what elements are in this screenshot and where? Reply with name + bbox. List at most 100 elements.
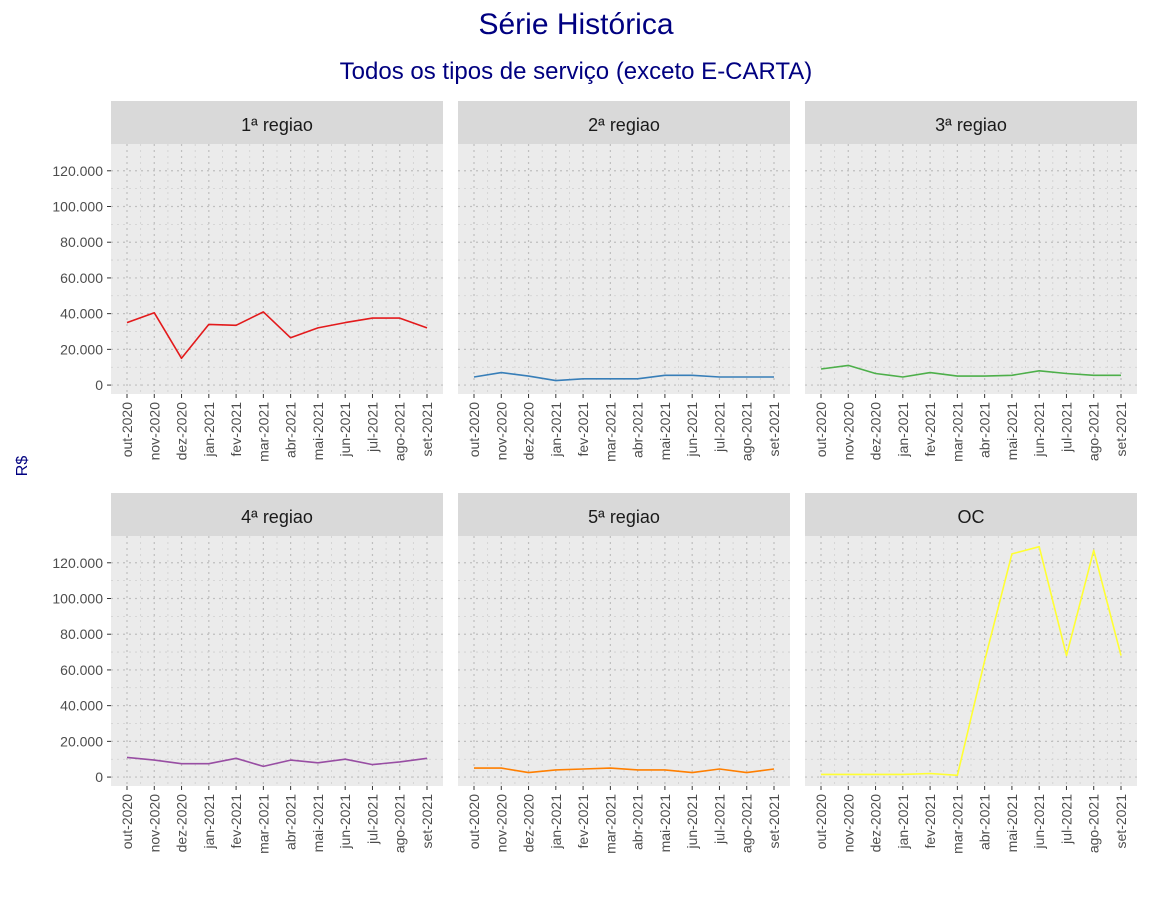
- x-tick-label: mar-2021: [255, 402, 271, 462]
- panel-strip-label: 4ª regiao: [241, 507, 313, 527]
- x-tick-label: dez-2020: [174, 402, 190, 461]
- panel-background: [458, 536, 790, 786]
- panel-5-regiao: 5ª regiao out-2020 nov-2020 dez-2020 jan-202…: [458, 493, 790, 854]
- x-tick-label: jun-2021: [337, 794, 353, 850]
- x-tick-label: ago-2021: [392, 794, 408, 853]
- x-tick-label: jan-2021: [548, 794, 564, 850]
- x-tick-label: jan-2021: [548, 402, 564, 458]
- panel-strip: [111, 101, 443, 144]
- x-tick-label: abr-2021: [977, 794, 993, 850]
- x-tick-label: fev-2021: [228, 794, 244, 849]
- x-tick-label: set-2021: [766, 402, 782, 457]
- panel-strip: [458, 101, 790, 144]
- x-tick-label: jan-2021: [895, 794, 911, 850]
- x-tick-label: mar-2021: [949, 794, 965, 854]
- y-tick-label: 120.000: [52, 555, 103, 571]
- y-tick-label: 60.000: [60, 662, 103, 678]
- y-tick-label: 0: [95, 377, 103, 393]
- y-tick-label: 100.000: [52, 199, 103, 215]
- x-tick-label: jan-2021: [201, 794, 217, 850]
- panel-strip-label: 5ª regiao: [588, 507, 660, 527]
- x-tick-label: mar-2021: [255, 794, 271, 854]
- y-tick-label: 40.000: [60, 306, 103, 322]
- series-line-1-regiao: [126, 311, 428, 360]
- x-tick-label: ago-2021: [1086, 402, 1102, 461]
- x-tick-label: mai-2021: [1004, 794, 1020, 853]
- y-tick-label: 120.000: [52, 163, 103, 179]
- x-tick-label: jul-2021: [711, 402, 727, 453]
- x-tick-label: jan-2021: [895, 402, 911, 458]
- series-line-5-regiao: [474, 767, 775, 774]
- series-line-oc: [821, 545, 1122, 777]
- series-line-2-regiao: [473, 371, 774, 382]
- x-tick-label: ago-2021: [392, 402, 408, 461]
- y-tick-label: 40.000: [60, 698, 103, 714]
- y-tick-label: 20.000: [60, 733, 103, 749]
- x-tick-label: jun-2021: [684, 794, 700, 850]
- x-tick-label: abr-2021: [630, 402, 646, 458]
- x-tick-label: fev-2021: [922, 402, 938, 457]
- x-tick-label: fev-2021: [228, 402, 244, 457]
- x-tick-label: out-2020: [813, 794, 829, 849]
- x-tick-label: dez-2020: [868, 794, 884, 853]
- x-tick-label: dez-2020: [521, 402, 537, 461]
- x-tick-label: jul-2021: [364, 794, 380, 845]
- x-tick-label: out-2020: [466, 402, 482, 457]
- panel-strip: [805, 493, 1137, 536]
- panel-oc: OC out-2020 nov-2020 dez-2020 jan-2021 fev-20…: [805, 493, 1137, 854]
- x-tick-label: set-2021: [419, 402, 435, 457]
- x-tick-label: fev-2021: [575, 402, 591, 457]
- x-tick-label: dez-2020: [174, 794, 190, 853]
- panel-1-regiao: 1ª regiao 0 20.000 40.000 60.000 80.000 100.00…: [52, 101, 443, 462]
- x-tick-label: dez-2020: [521, 794, 537, 853]
- panel-strip-label: 2ª regiao: [588, 115, 660, 135]
- x-tick-label: jun-2021: [1031, 402, 1047, 458]
- panel-4-regiao: 4ª regiao 0 20.000 40.000 60.000 80.000 100.00…: [52, 493, 443, 854]
- x-tick-label: mai-2021: [310, 402, 326, 461]
- x-tick-label: nov-2020: [146, 402, 162, 461]
- y-tick-label: 100.000: [52, 591, 103, 607]
- x-tick-label: jul-2021: [711, 794, 727, 845]
- x-tick-label: nov-2020: [840, 402, 856, 461]
- y-tick-label: 20.000: [60, 341, 103, 357]
- x-tick-label: set-2021: [1113, 402, 1129, 457]
- panel-background: [111, 536, 443, 786]
- chart-title: Série Histórica: [478, 8, 674, 41]
- series-line-3-regiao: [820, 364, 1121, 378]
- x-tick-label: ago-2021: [739, 402, 755, 461]
- x-tick-label: jun-2021: [1031, 794, 1047, 850]
- x-tick-label: jun-2021: [684, 402, 700, 458]
- x-tick-label: nov-2020: [840, 794, 856, 853]
- x-tick-label: set-2021: [766, 794, 782, 849]
- y-tick-label: 80.000: [60, 626, 103, 642]
- y-tick-label: 80.000: [60, 234, 103, 250]
- x-tick-label: jul-2021: [1058, 402, 1074, 453]
- x-tick-label: abr-2021: [283, 794, 299, 850]
- x-tick-label: out-2020: [466, 794, 482, 849]
- x-tick-label: mai-2021: [310, 794, 326, 853]
- x-tick-label: set-2021: [1113, 794, 1129, 849]
- x-tick-label: mai-2021: [657, 402, 673, 461]
- chart-subtitle: Todos os tipos de serviço (exceto E-CART…: [339, 58, 813, 85]
- panel-background: [111, 144, 443, 394]
- x-tick-label: mar-2021: [602, 794, 618, 854]
- series-line-4-regiao: [126, 756, 428, 768]
- x-tick-label: jul-2021: [1058, 794, 1074, 845]
- x-tick-label: mai-2021: [1004, 402, 1020, 461]
- x-tick-label: ago-2021: [1086, 794, 1102, 853]
- x-tick-label: out-2020: [119, 794, 135, 849]
- x-tick-label: abr-2021: [630, 794, 646, 850]
- x-tick-label: fev-2021: [575, 794, 591, 849]
- x-tick-label: ago-2021: [739, 794, 755, 853]
- x-tick-label: jan-2021: [201, 402, 217, 458]
- x-tick-label: nov-2020: [493, 402, 509, 461]
- x-tick-label: dez-2020: [868, 402, 884, 461]
- x-tick-label: mar-2021: [949, 402, 965, 462]
- y-axis-label: R$: [14, 456, 31, 477]
- x-tick-label: out-2020: [813, 402, 829, 457]
- panels-group: 1ª regiao 0 20.000 40.000 60.000 80.000 100.00…: [52, 101, 1137, 854]
- x-tick-label: nov-2020: [493, 794, 509, 853]
- panel-strip-label: 3ª regiao: [935, 115, 1007, 135]
- y-tick-label: 0: [95, 769, 103, 785]
